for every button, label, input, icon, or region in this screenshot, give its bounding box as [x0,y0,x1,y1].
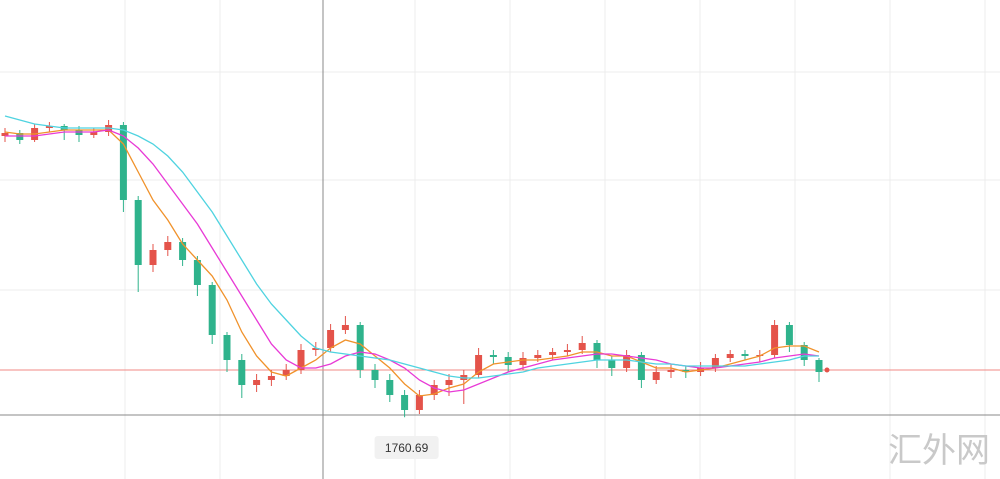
candle-body [45,126,53,128]
candle-body [179,242,187,260]
candle-body [785,325,793,345]
candle-body [1,133,9,136]
candle-body [134,200,142,265]
watermark: 汇外网 [888,431,990,471]
candle-body [341,325,349,330]
candle-body [549,352,557,355]
moving-average-line [4,129,820,397]
candle-body [475,355,483,375]
candle-body [223,335,231,360]
candle-body [119,125,127,200]
candle-body [815,360,823,372]
candle-body [356,325,364,370]
candle-body [489,355,497,357]
candle-body [401,395,409,410]
candle-body [563,350,571,352]
candle-body [238,360,246,385]
candle-body [208,285,216,335]
candle-body [741,354,749,356]
low-marker-label: 1760.69 [385,441,429,455]
candle-body [608,360,616,368]
candle-body [297,350,305,370]
candle-body [578,343,586,350]
candle-body [282,370,290,376]
candle-body [267,376,275,380]
candle-body [445,380,453,385]
candle-body [430,385,438,395]
candle-body [386,380,394,395]
candle-body [253,380,261,385]
candle-body [800,345,808,360]
moving-average-line [5,129,820,393]
candle-body [371,370,379,380]
candle-body [193,260,201,285]
candle-body [682,370,690,372]
candle-body [327,330,335,348]
candle-body [637,355,645,380]
candle-body [149,250,157,265]
candle-body [711,358,719,368]
candle-body [164,242,172,250]
candle-body [623,355,631,368]
moving-average-line [4,115,819,379]
candle-body [726,354,734,358]
candle-body [771,325,779,355]
candle-body [504,357,512,365]
low-marker-box [374,436,439,459]
candle-body [519,358,527,365]
candle-body [90,132,98,135]
candle-body [415,395,423,410]
last-price-dot [824,367,830,373]
candle-body [312,348,320,350]
candle-body [652,372,660,380]
candle-body [534,355,542,358]
candle-body [667,370,675,372]
